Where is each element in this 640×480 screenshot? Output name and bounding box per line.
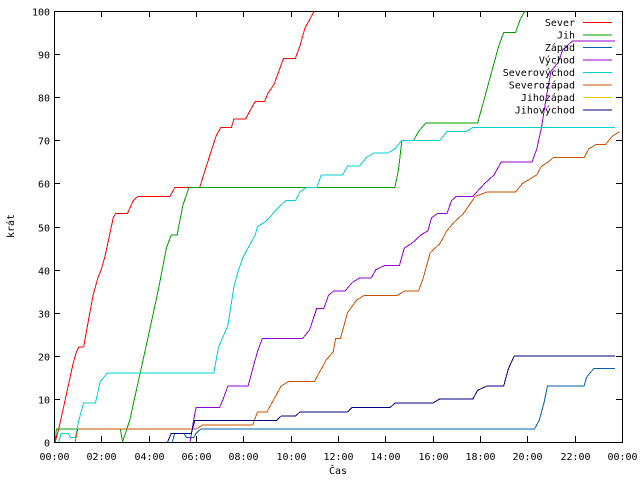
- series-line-5: [58, 126, 615, 443]
- y-tick-label: 0: [44, 439, 50, 450]
- x-tick-label: 18:00: [465, 452, 495, 463]
- y-tick-label: 100: [32, 8, 50, 19]
- y-tick-label: 70: [38, 137, 50, 148]
- x-tick-label: 10:00: [276, 452, 306, 463]
- series-lines: [54, 10, 620, 443]
- legend-label: Severovýchod: [503, 67, 575, 79]
- x-tick-label: 16:00: [418, 452, 448, 463]
- axis-ticks: 00:00 02:00 04:00 06:00 08:00 10:00 12:00 14:00…: [32, 8, 638, 464]
- x-axis-label: Čas: [329, 464, 347, 477]
- x-tick-label: 00:00: [39, 452, 69, 463]
- y-tick-label: 90: [38, 51, 50, 62]
- y-tick-label: 20: [38, 353, 50, 364]
- y-tick-label: 80: [38, 94, 50, 105]
- y-tick-label: 30: [38, 310, 50, 321]
- legend-label: Jih: [557, 31, 575, 42]
- series-line-3: [171, 368, 615, 443]
- legend-label: Západ: [545, 42, 575, 54]
- series-line-1: [54, 10, 315, 443]
- x-tick-label: 06:00: [181, 452, 211, 463]
- legend-label: Severozápad: [509, 80, 575, 92]
- y-tick-label: 10: [38, 396, 50, 407]
- x-tick-label: 04:00: [134, 452, 164, 463]
- x-tick-label: 02:00: [86, 452, 116, 463]
- legend-label: Jihozápad: [521, 92, 575, 104]
- y-tick-label: 60: [38, 180, 50, 191]
- x-tick-label: 00:00: [607, 452, 637, 463]
- legend-label: Sever: [545, 18, 575, 29]
- legend-label: Jihovýchod: [515, 105, 575, 117]
- y-tick-label: 40: [38, 267, 50, 278]
- series-line-6: [74, 131, 620, 443]
- x-tick-label: 22:00: [560, 452, 590, 463]
- y-tick-label: 50: [38, 224, 50, 235]
- x-tick-label: 20:00: [512, 452, 542, 463]
- x-tick-label: 12:00: [323, 452, 353, 463]
- legend-label: Východ: [539, 55, 575, 67]
- series-line-2: [54, 10, 526, 443]
- x-tick-label: 08:00: [228, 452, 258, 463]
- legend: Sever JihZápadVýchodSeverovýchodSeverozáp…: [503, 18, 612, 117]
- series-line-8: [167, 355, 615, 443]
- x-tick-label: 14:00: [370, 452, 400, 463]
- y-axis-label: krát: [5, 214, 17, 238]
- series-line-4: [189, 40, 615, 443]
